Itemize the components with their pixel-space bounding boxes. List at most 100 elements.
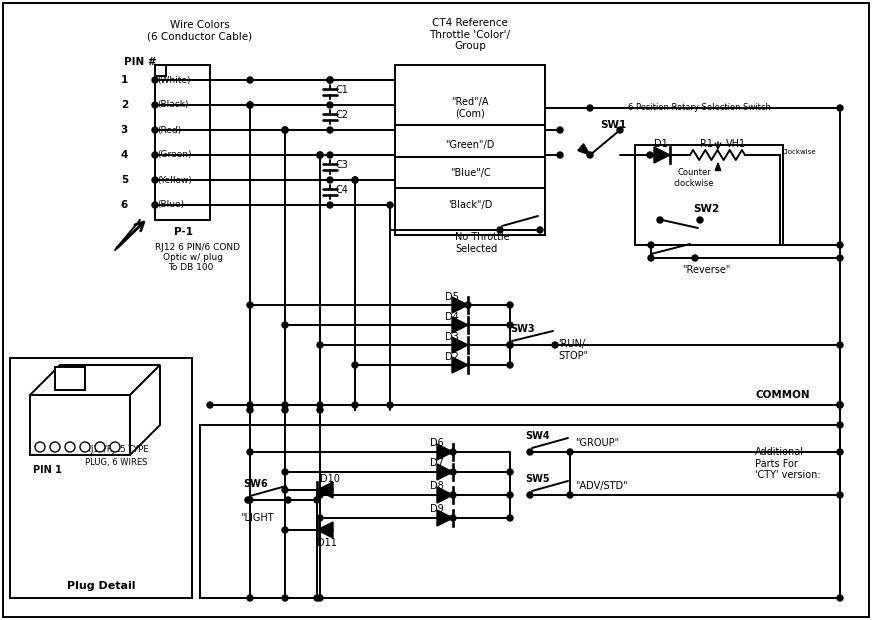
Circle shape [282,407,288,413]
Circle shape [837,242,843,248]
Bar [30,395,130,455]
Circle shape [507,322,513,328]
Polygon shape [130,365,160,455]
Circle shape [247,407,253,413]
Circle shape [247,497,253,503]
Circle shape [567,449,573,455]
Circle shape [450,469,456,475]
Circle shape [352,177,358,183]
Text: "Blue"/C: "Blue"/C [450,168,490,178]
Circle shape [282,527,288,533]
Text: 6 Position Rotary Selection Switch: 6 Position Rotary Selection Switch [628,104,771,112]
Text: D6: D6 [430,438,444,448]
Text: To DB 100: To DB 100 [168,264,214,273]
Text: PIN 1: PIN 1 [33,465,62,475]
Text: D2: D2 [445,352,459,362]
Circle shape [152,102,158,108]
Circle shape [587,105,593,111]
Text: 2: 2 [120,100,128,110]
Circle shape [285,497,291,503]
Circle shape [282,595,288,601]
Circle shape [314,497,320,503]
Text: D5: D5 [445,292,459,302]
Circle shape [80,442,90,452]
Circle shape [507,469,513,475]
Text: "Reverse": "Reverse" [682,265,731,275]
Bar [635,145,783,245]
Circle shape [317,407,323,413]
Polygon shape [437,464,453,480]
Circle shape [567,492,573,498]
Text: Plug Detail: Plug Detail [67,581,135,591]
Circle shape [317,402,323,408]
Circle shape [327,77,333,83]
Bar [155,65,166,76]
Circle shape [647,152,653,158]
Circle shape [450,492,456,498]
Text: C1: C1 [335,85,348,95]
Text: P-1: P-1 [174,227,193,237]
Circle shape [352,362,358,368]
Circle shape [152,127,158,133]
Text: PIN #: PIN # [124,57,156,67]
Circle shape [152,77,158,83]
Circle shape [837,595,843,601]
Circle shape [387,402,393,408]
Circle shape [282,469,288,475]
Circle shape [327,152,333,158]
Circle shape [692,255,698,261]
Circle shape [450,449,456,455]
Circle shape [697,217,703,223]
Text: SW5: SW5 [525,474,549,484]
Circle shape [35,442,45,452]
Circle shape [247,595,253,601]
Circle shape [282,127,288,133]
Circle shape [497,227,503,233]
Bar [10,358,192,598]
Circle shape [152,152,158,158]
Text: D4: D4 [445,312,459,322]
Text: "ADV/STD": "ADV/STD" [575,481,628,491]
Polygon shape [437,510,453,526]
Text: C3: C3 [335,160,348,170]
Polygon shape [30,365,160,395]
Text: R1: R1 [700,139,713,149]
Polygon shape [654,147,670,163]
Circle shape [837,422,843,428]
Text: Counter
clockwise: Counter clockwise [674,168,714,188]
Circle shape [317,152,323,158]
Circle shape [507,342,513,348]
Polygon shape [452,337,468,353]
Circle shape [327,202,333,208]
Circle shape [387,202,393,208]
Circle shape [282,487,288,493]
Circle shape [837,105,843,111]
Circle shape [837,492,843,498]
Text: "GROUP": "GROUP" [575,438,619,448]
Circle shape [317,595,323,601]
Circle shape [110,442,120,452]
Bar [200,425,840,598]
Polygon shape [55,367,85,390]
Circle shape [352,402,358,408]
Text: D8: D8 [430,481,444,491]
Circle shape [282,402,288,408]
Text: SW2: SW2 [693,204,719,214]
Polygon shape [452,297,468,313]
Text: 3: 3 [120,125,128,135]
Circle shape [152,177,158,183]
Text: D10: D10 [320,474,340,484]
Circle shape [657,217,663,223]
Text: SW3: SW3 [510,324,535,334]
Circle shape [247,402,253,408]
Text: "Red"/A
(Com): "Red"/A (Com) [451,97,488,119]
Text: VH1: VH1 [726,139,746,149]
Circle shape [552,342,558,348]
Text: C2: C2 [335,110,348,120]
Text: PLUG, 6 WIRES: PLUG, 6 WIRES [85,459,147,467]
Circle shape [352,177,358,183]
Text: SW6: SW6 [243,479,268,489]
Circle shape [247,77,253,83]
Circle shape [465,302,471,308]
Circle shape [247,449,253,455]
